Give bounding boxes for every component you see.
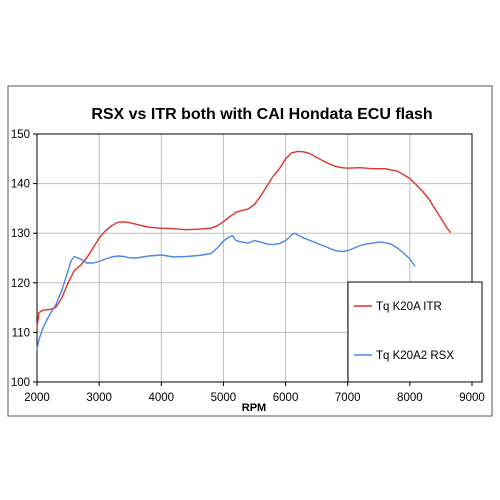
plot-area bbox=[36, 133, 473, 383]
x-tick-label: 5000 bbox=[211, 392, 237, 404]
y-tick-label: 150 bbox=[11, 129, 30, 141]
series-line-2 bbox=[36, 232, 416, 351]
x-axis-label: RPM bbox=[242, 402, 266, 414]
legend-label-1: Tq K20A ITR bbox=[376, 301, 442, 313]
y-tick-label: 120 bbox=[11, 278, 30, 290]
x-tick-label: 2000 bbox=[24, 392, 50, 404]
x-tick-label: 4000 bbox=[148, 392, 174, 404]
x-tick-label: 6000 bbox=[273, 392, 299, 404]
y-tick-label: 110 bbox=[12, 327, 30, 339]
y-tick-label: 100 bbox=[11, 377, 30, 389]
legend-box bbox=[347, 281, 483, 383]
x-axis: 2000 3000 4000 5000 6000 7000 8000 9000 bbox=[24, 382, 485, 404]
legend: Tq K20A ITR Tq K20A2 RSX bbox=[347, 281, 483, 383]
x-tick-label: 7000 bbox=[335, 392, 361, 404]
series-line-1 bbox=[36, 150, 451, 329]
y-tick-label: 130 bbox=[11, 228, 30, 240]
legend-label-2: Tq K20A2 RSX bbox=[376, 350, 454, 362]
y-axis: 100 110 120 130 140 150 bbox=[11, 129, 37, 389]
x-tick-label: 9000 bbox=[459, 392, 485, 404]
series-group bbox=[36, 150, 451, 351]
x-tick-label: 3000 bbox=[86, 392, 112, 404]
x-tick-label: 8000 bbox=[397, 392, 423, 404]
chart-title: RSX vs ITR both with CAI Hondata ECU fla… bbox=[91, 106, 432, 123]
y-tick-label: 140 bbox=[11, 179, 30, 191]
